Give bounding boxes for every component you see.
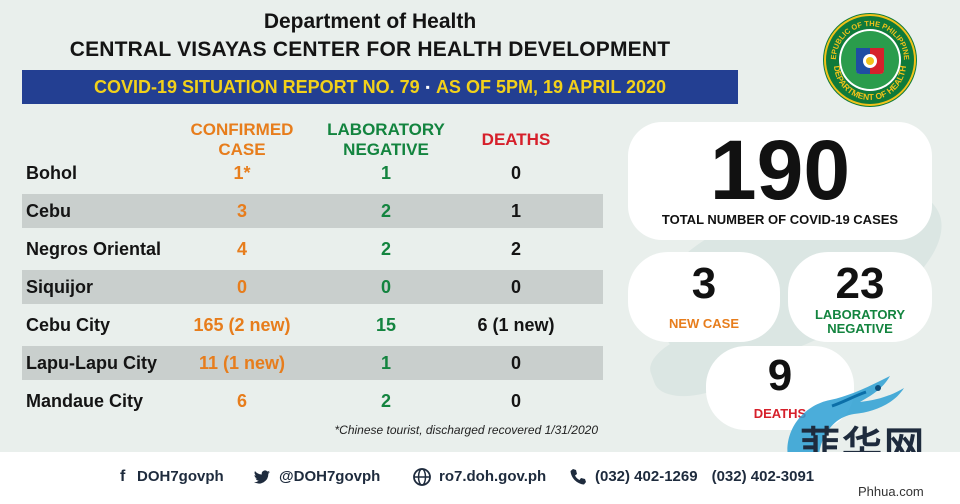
table-row: Bohol 1* 1 0 bbox=[22, 156, 603, 190]
negative-value: 0 bbox=[380, 277, 391, 297]
deaths-value: 1 bbox=[510, 201, 521, 221]
negative-card: 23 LABORATORY NEGATIVE bbox=[788, 252, 932, 342]
negative-value: 2 bbox=[380, 239, 391, 259]
twitter-icon bbox=[254, 470, 270, 484]
footnote: *Chinese tourist, discharged recovered 1… bbox=[334, 423, 599, 437]
confirmed-value: 0 bbox=[236, 277, 247, 297]
header-negative: LABORATORY NEGATIVE bbox=[306, 120, 466, 160]
watermark-url: Phhua.com bbox=[858, 484, 924, 499]
header-confirmed-line2: CASE bbox=[218, 140, 266, 159]
website-url: ro7.doh.gov.ph bbox=[439, 468, 547, 485]
header-confirmed: CONFIRMED CASE bbox=[172, 120, 312, 160]
negative-label-line2: NEGATIVE bbox=[827, 321, 893, 336]
total-cases-value: 190 bbox=[709, 123, 851, 217]
negative-value: 1 bbox=[380, 163, 391, 183]
confirmed-value: 11 (1 new) bbox=[198, 353, 286, 373]
negative-total-value: 23 bbox=[835, 259, 885, 308]
total-cases-card: 190 TOTAL NUMBER OF COVID-19 CASES bbox=[628, 122, 932, 240]
header-negative-line2: NEGATIVE bbox=[343, 140, 429, 159]
table-row: Cebu 3 2 1 bbox=[22, 194, 603, 228]
place-name: Lapu-Lapu City bbox=[26, 353, 157, 373]
negative-value: 1 bbox=[380, 353, 391, 373]
header-confirmed-line1: CONFIRMED bbox=[190, 120, 294, 139]
phone-number-2[interactable]: (032) 402-3091 bbox=[711, 468, 815, 485]
banner-separator: ▪ bbox=[425, 80, 430, 94]
place-name: Cebu bbox=[26, 201, 71, 221]
negative-value: 2 bbox=[380, 201, 391, 221]
table-row: Negros Oriental 4 2 2 bbox=[22, 232, 603, 266]
deaths-value: 0 bbox=[510, 391, 521, 411]
confirmed-value: 4 bbox=[236, 239, 247, 259]
twitter-handle: @DOH7govph bbox=[279, 468, 381, 485]
confirmed-value: 6 bbox=[236, 391, 247, 411]
new-case-value: 3 bbox=[691, 259, 717, 308]
negative-total-label: LABORATORY NEGATIVE bbox=[788, 308, 932, 336]
facebook-icon: f bbox=[120, 468, 126, 485]
doh-seal-logo: REPUBLIC OF THE PHILIPPINES DEPARTMENT O… bbox=[822, 12, 917, 107]
phone-icon bbox=[570, 469, 586, 485]
footer: f DOH7govph @DOH7govph ro7.doh.gov.ph (0… bbox=[0, 452, 960, 504]
deaths-total-label: DEATHS bbox=[753, 406, 807, 421]
deaths-total-value: 9 bbox=[767, 351, 793, 400]
new-case-card: 3 NEW CASE bbox=[628, 252, 780, 342]
facebook-handle: DOH7govph bbox=[137, 468, 224, 485]
place-name: Negros Oriental bbox=[26, 239, 162, 259]
negative-label-line1: LABORATORY bbox=[814, 307, 906, 322]
table-row: Siquijor 0 0 0 bbox=[22, 270, 603, 304]
confirmed-value: 1* bbox=[233, 163, 251, 183]
phone-contacts: (032) 402-1269 (032) 402-3091 bbox=[568, 464, 814, 490]
new-case-label: NEW CASE bbox=[668, 316, 740, 331]
deaths-value: 2 bbox=[510, 239, 521, 259]
deaths-value: 0 bbox=[510, 163, 521, 183]
table-row: Lapu-Lapu City 11 (1 new) 1 0 bbox=[22, 346, 603, 380]
place-name: Cebu City bbox=[26, 315, 111, 335]
total-cases-label: TOTAL NUMBER OF COVID-19 CASES bbox=[661, 212, 899, 227]
negative-value: 2 bbox=[380, 391, 391, 411]
report-banner: COVID-19 SITUATION REPORT NO. 79 ▪ AS OF… bbox=[22, 70, 738, 104]
deaths-value: 0 bbox=[510, 277, 521, 297]
negative-value: 15 bbox=[375, 315, 397, 335]
deaths-value: 0 bbox=[510, 353, 521, 373]
website-link[interactable]: ro7.doh.gov.ph bbox=[412, 464, 546, 490]
center-title: CENTRAL VISAYAS CENTER FOR HEALTH DEVELO… bbox=[69, 38, 671, 61]
facebook-link[interactable]: f DOH7govph bbox=[120, 464, 224, 490]
department-title: Department of Health bbox=[263, 10, 477, 33]
table-row: Mandaue City 6 2 0 bbox=[22, 384, 603, 418]
twitter-link[interactable]: @DOH7govph bbox=[252, 464, 380, 490]
report-number: COVID-19 SITUATION REPORT NO. 79 bbox=[93, 76, 420, 97]
phone-number-1[interactable]: (032) 402-1269 bbox=[595, 468, 698, 485]
globe-icon bbox=[413, 468, 431, 486]
table-row: Cebu City 165 (2 new) 15 6 (1 new) bbox=[22, 308, 603, 342]
header-negative-line1: LABORATORY bbox=[327, 120, 445, 139]
place-name: Bohol bbox=[26, 163, 77, 183]
report-date: AS OF 5PM, 19 APRIL 2020 bbox=[435, 76, 667, 97]
place-name: Siquijor bbox=[26, 277, 93, 297]
deaths-value: 6 (1 new) bbox=[477, 315, 555, 335]
confirmed-value: 165 (2 new) bbox=[193, 315, 291, 335]
header-deaths: DEATHS bbox=[481, 130, 551, 149]
confirmed-value: 3 bbox=[236, 201, 247, 221]
place-name: Mandaue City bbox=[26, 391, 144, 411]
